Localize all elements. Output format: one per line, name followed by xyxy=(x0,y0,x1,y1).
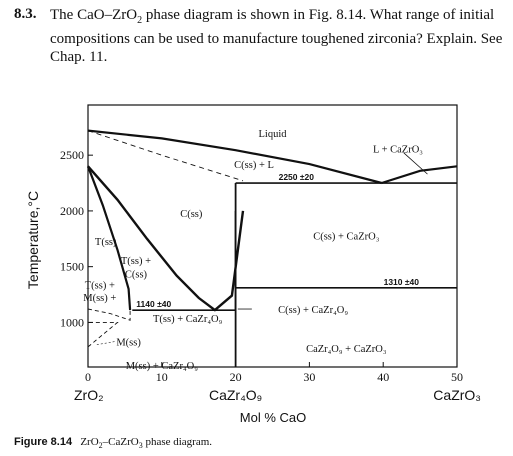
figure-caption: Figure 8.14 ZrO2–CaZrO3 phase diagram. xyxy=(14,436,213,451)
x-tick-label: 0 xyxy=(85,370,91,384)
l-cazro3-leader-line xyxy=(403,152,428,175)
m-ss-leader-line xyxy=(96,341,117,345)
phase-region-label: M(ss) xyxy=(116,337,141,348)
tetragonal-boundary-line xyxy=(86,165,132,311)
phase-region-label: C(ss) + L xyxy=(234,160,274,171)
compound-label: CaZrO₃ xyxy=(433,387,481,403)
compound-label: ZrO₂ xyxy=(74,387,104,403)
x-tick-label: 10 xyxy=(156,370,168,384)
y-tick-label: 2500 xyxy=(60,148,84,162)
liquidus-left-line xyxy=(87,129,382,185)
phase-region-label: Liquid xyxy=(259,129,288,140)
question-text: The CaO–ZrO2 phase diagram is shown in F… xyxy=(50,7,503,65)
y-tick-label: 2000 xyxy=(60,204,84,218)
x-tick-label: 50 xyxy=(451,370,463,384)
y-axis-label: Temperature,°C xyxy=(25,191,41,289)
tetragonal-monoclinic-dashed-line xyxy=(87,308,131,321)
question-number: 8.3. xyxy=(14,6,37,22)
phase-region-label: T(ss) + xyxy=(85,280,115,291)
x-tick-label: 30 xyxy=(303,370,315,384)
phase-region-label: CaZr₄O₉ + CaZrO₃ xyxy=(306,344,387,355)
phase-region-label: M(ss) + CaZr₄O₉ xyxy=(126,361,198,372)
y-tick-label: 1000 xyxy=(60,315,84,329)
liquidus-right-line xyxy=(381,165,458,185)
phase-region-label: C(ss) xyxy=(125,269,148,280)
isotherm-label: 1140 ±40 xyxy=(136,299,171,309)
phase-region-label: T(ss) + CaZr₄O₉ xyxy=(153,314,223,325)
axis-ticks: 0 10 20 30 40 50 1000 1500 2000 2500 ZrO₂ CaZr₄O₉ Ca… xyxy=(60,148,481,403)
y-tick-label: 1500 xyxy=(60,260,84,274)
x-tick-label: 20 xyxy=(230,370,242,384)
phase-region-label: C(ss) xyxy=(180,209,203,220)
cubic-solvus-line xyxy=(87,165,245,312)
phase-diagram: 2250 ±20 1310 ±40 1140 ±40 0 10 20 30 40 50 1000… xyxy=(25,104,481,425)
phase-region-label: L + CaZrO₃ xyxy=(373,144,423,155)
isotherm-label: 1310 ±40 xyxy=(384,277,420,287)
phase-boundaries: 2250 ±20 1310 ±40 1140 ±40 xyxy=(86,129,458,367)
compound-label: CaZr₄O₉ xyxy=(209,387,262,403)
x-tick-label: 40 xyxy=(377,370,389,384)
phase-region-label: T(ss) + xyxy=(121,256,151,267)
phase-labels: Liquid L + CaZrO₃ C(ss) + L C(ss) C(ss) + Ca… xyxy=(83,129,423,372)
phase-region-label: C(ss) + CaZrO₃ xyxy=(313,231,379,242)
monoclinic-dashed-line xyxy=(87,321,119,348)
phase-region-label: C(ss) + CaZr₄O₉ xyxy=(278,305,348,316)
phase-region-label: M(ss) + xyxy=(83,293,116,304)
phase-region-label: T(ss) xyxy=(95,237,117,248)
x-axis-label: Mol % CaO xyxy=(240,410,306,425)
plot-frame xyxy=(87,104,458,368)
plot-border xyxy=(87,104,458,368)
isotherm-label: 2250 ±20 xyxy=(279,172,315,182)
